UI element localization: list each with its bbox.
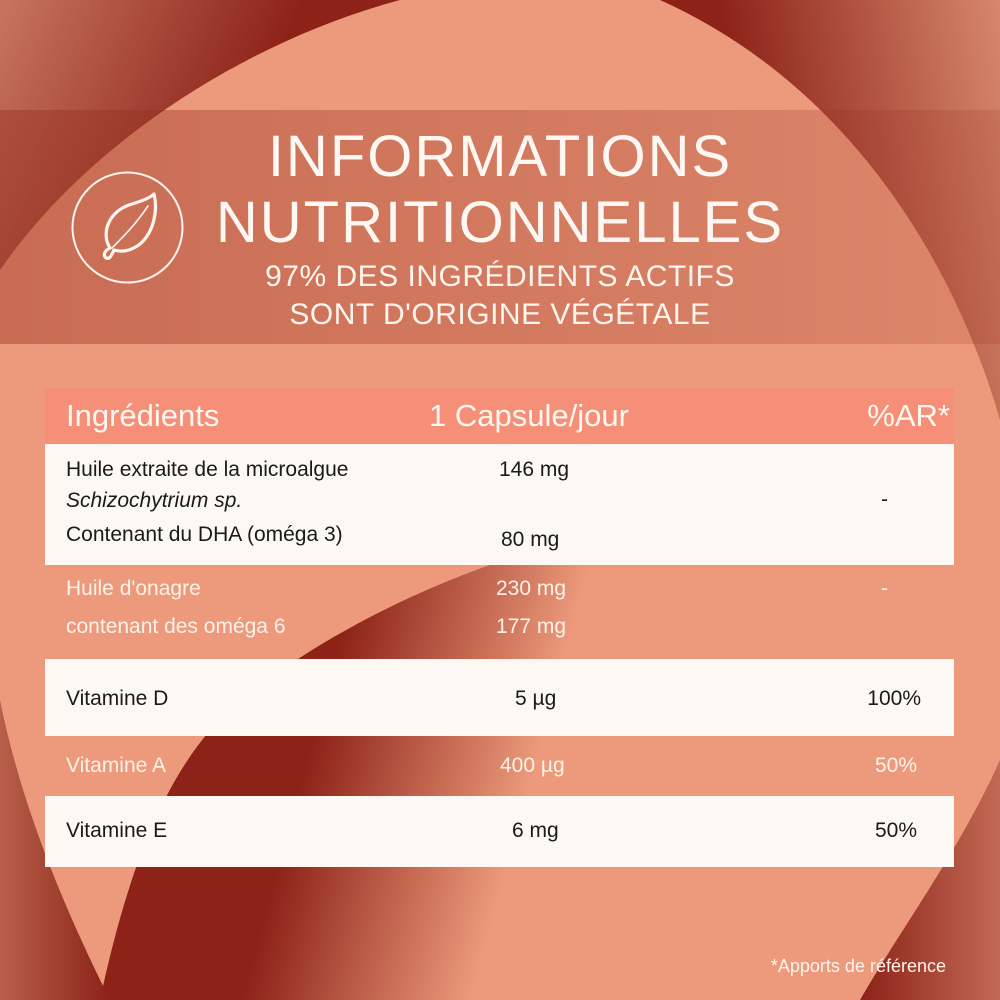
ingredient-line: Huile extraite de la microalgue — [66, 458, 349, 481]
ingredient-line: Schizochytrium sp. — [66, 489, 243, 512]
ar-value: 50% — [874, 754, 917, 777]
amount: 400 µg — [500, 754, 565, 777]
table-row: Vitamine E 6 mg 50% — [45, 796, 954, 867]
amount: 146 mg — [499, 458, 570, 481]
amount: 177 mg — [496, 615, 567, 638]
table-header-row: Ingrédients 1 Capsule/jour %AR* — [45, 388, 954, 444]
page-title-line2: NUTRITIONNELLES — [215, 190, 785, 255]
column-header-dose: 1 Capsule/jour — [429, 398, 629, 433]
ar-value: - — [881, 488, 888, 511]
table-row: Huile d'onagre contenant des oméga 6 230… — [45, 565, 954, 659]
ingredient-line: Contenant du DHA (oméga 3) — [66, 523, 343, 546]
column-header-ingredients: Ingrédients — [66, 398, 220, 433]
leaf-badge — [70, 170, 185, 285]
page-title-line1: INFORMATIONS — [267, 124, 733, 189]
amount: 230 mg — [496, 577, 567, 600]
ingredient-line: Huile d'onagre — [66, 577, 201, 600]
ingredient: Vitamine D — [66, 687, 169, 710]
amount: 80 mg — [501, 528, 560, 551]
title-band — [0, 110, 1000, 344]
ar-value: 100% — [867, 687, 921, 710]
ingredient: Vitamine A — [66, 754, 167, 777]
subtitle-line2: SONT D'ORIGINE VÉGÉTALE — [289, 298, 711, 331]
table-row: Huile extraite de la microalgue Schizoch… — [45, 444, 954, 565]
table-row: Vitamine A 400 µg 50% — [45, 736, 954, 796]
amount: 5 µg — [515, 687, 557, 710]
ingredient-line: contenant des oméga 6 — [66, 615, 286, 638]
amount: 6 mg — [512, 819, 559, 842]
table-row: Vitamine D 5 µg 100% — [45, 659, 954, 736]
ingredient: Vitamine E — [66, 819, 168, 842]
subtitle-line1: 97% DES INGRÉDIENTS ACTIFS — [265, 260, 735, 293]
leaf-icon — [71, 171, 184, 284]
ar-value: 50% — [874, 819, 917, 842]
ar-value: - — [881, 577, 888, 600]
footnote: *Apports de référence — [770, 956, 946, 976]
column-header-ar: %AR* — [867, 398, 950, 433]
